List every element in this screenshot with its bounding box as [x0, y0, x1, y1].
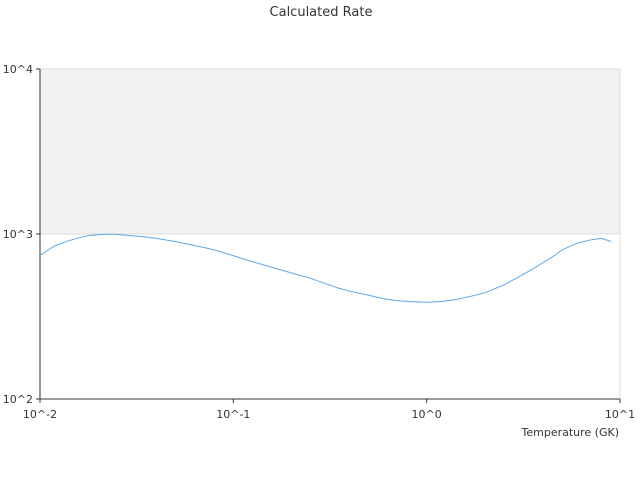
series-line-0: [39, 233, 612, 303]
y-tick-label: 10^3: [3, 228, 33, 241]
chart-title: Calculated Rate: [270, 5, 373, 20]
y-tick-label: 10^4: [3, 63, 33, 76]
x-tick-label: 10^-2: [23, 408, 57, 421]
y-axis-ticks: 10^2 10^3 10^4: [3, 63, 40, 406]
x-axis-ticks: 10^-2 10^-1 10^0 10^1: [23, 399, 635, 421]
shaded-band: [40, 69, 620, 234]
plot-area: [39, 68, 621, 400]
y-tick-label: 10^2: [3, 393, 33, 406]
x-tick-label: 10^-1: [216, 408, 250, 421]
x-axis-label: Temperature (GK): [521, 426, 620, 439]
x-tick-label: 10^1: [605, 408, 635, 421]
x-tick-label: 10^0: [412, 408, 442, 421]
